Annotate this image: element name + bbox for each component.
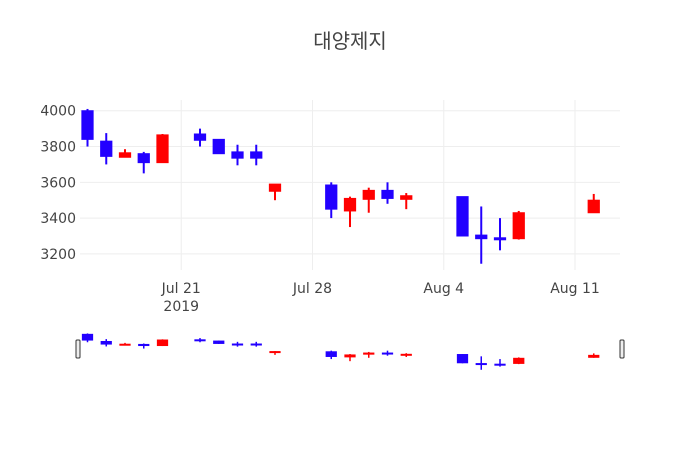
candle-increasing	[156, 134, 169, 164]
candle-body	[137, 153, 150, 164]
candle-body	[250, 151, 263, 159]
slider-candle	[513, 357, 525, 365]
candle-body	[100, 140, 113, 157]
slider-candle	[81, 333, 94, 343]
slider-candle	[100, 339, 112, 347]
x-tick-sublabel: 2019	[163, 299, 199, 315]
slider-candle	[363, 351, 375, 358]
slider-candle	[250, 341, 262, 347]
range-slider-handle-left[interactable]	[75, 339, 81, 359]
candle-decreasing	[212, 138, 225, 155]
slider-candle	[400, 353, 412, 357]
x-tick-label: Jul 21	[161, 281, 201, 297]
candle-body	[381, 189, 394, 199]
slider-candle-body	[250, 343, 262, 346]
candle-body	[118, 152, 132, 158]
candle-body	[325, 184, 338, 210]
slider-candle	[588, 353, 600, 358]
slider-candle	[156, 339, 169, 347]
slider-candle-body	[325, 351, 337, 357]
y-tick-label: 4000	[40, 104, 76, 120]
candle-decreasing	[193, 128, 207, 147]
candle-body	[400, 195, 413, 200]
candle-body	[475, 234, 488, 240]
candle-decreasing	[475, 206, 488, 264]
slider-candle-body	[269, 351, 281, 354]
candle-decreasing	[231, 144, 244, 166]
slider-candle-body	[213, 340, 225, 344]
candle-body	[268, 183, 282, 192]
y-tick-label: 3800	[40, 140, 76, 156]
slider-candle-body	[363, 352, 375, 355]
candle-increasing	[268, 183, 282, 201]
chart-title: 대양제지	[313, 29, 387, 53]
slider-candle-body	[381, 352, 394, 355]
candle-decreasing	[100, 133, 113, 165]
slider-candle-body	[456, 354, 469, 364]
candle-body	[193, 133, 207, 141]
candle-decreasing	[325, 182, 338, 219]
y-tick-label: 3600	[40, 175, 76, 191]
slider-candle-body	[231, 343, 244, 346]
slider-candle	[231, 341, 244, 347]
slider-candle-body	[81, 333, 94, 341]
slider-candle-body	[588, 354, 600, 358]
slider-candle-body	[100, 340, 112, 345]
candle-body	[493, 237, 507, 241]
slider-candle	[138, 343, 150, 349]
slider-candle	[325, 350, 337, 360]
x-tick-label: Aug 4	[423, 281, 464, 297]
slider-candle	[456, 354, 469, 364]
candle-layer	[81, 108, 600, 264]
axis-layer: 3200 3400 3600 3800 4000 Jul 21 2019 Jul 28 Aug …	[40, 104, 599, 315]
candle-body	[456, 196, 469, 237]
candle-body	[81, 110, 94, 140]
slider-candle	[344, 354, 356, 362]
slider-candle	[475, 356, 487, 370]
x-tick-label: Aug 11	[550, 281, 600, 297]
slider-candle	[381, 350, 394, 356]
slider-candle-body	[138, 343, 150, 347]
y-tick-label: 3200	[40, 247, 76, 263]
slider-candle-body	[344, 354, 356, 358]
range-slider-frame	[80, 333, 620, 370]
candle-body	[156, 134, 169, 164]
candle-decreasing	[250, 144, 263, 166]
slider-candle-body	[494, 363, 506, 366]
candle-body	[587, 199, 600, 214]
slider-candle-body	[400, 353, 412, 356]
grid-layer	[80, 100, 620, 270]
candle-decreasing	[81, 108, 94, 147]
slider-candle-body	[119, 343, 131, 346]
candle-increasing	[362, 187, 375, 213]
candle-decreasing	[381, 182, 394, 204]
slider-candle	[269, 351, 281, 355]
candle-body	[231, 151, 244, 159]
slider-candle	[194, 338, 206, 343]
candle-body	[343, 197, 357, 212]
slider-candle-body	[475, 363, 487, 366]
candle-decreasing	[456, 196, 469, 237]
range-slider[interactable]	[75, 333, 625, 370]
candle-increasing	[343, 196, 357, 228]
candle-increasing	[512, 210, 525, 240]
range-slider-handle-right[interactable]	[619, 339, 625, 359]
slider-candle	[494, 359, 506, 367]
candle-decreasing	[137, 151, 150, 174]
slider-candle-body	[156, 339, 169, 347]
candle-increasing	[587, 193, 600, 214]
slider-candle	[119, 342, 131, 346]
x-tick-label: Jul 28	[292, 281, 332, 297]
candle-body	[512, 212, 525, 240]
candle-body	[362, 189, 375, 200]
candle-decreasing	[493, 218, 507, 251]
slider-candle	[213, 340, 225, 344]
candle-body	[212, 138, 225, 155]
slider-candle-body	[513, 357, 525, 364]
candle-increasing	[400, 193, 413, 210]
slider-candle-body	[194, 339, 206, 342]
y-tick-label: 3400	[40, 211, 76, 227]
candle-increasing	[118, 149, 132, 158]
